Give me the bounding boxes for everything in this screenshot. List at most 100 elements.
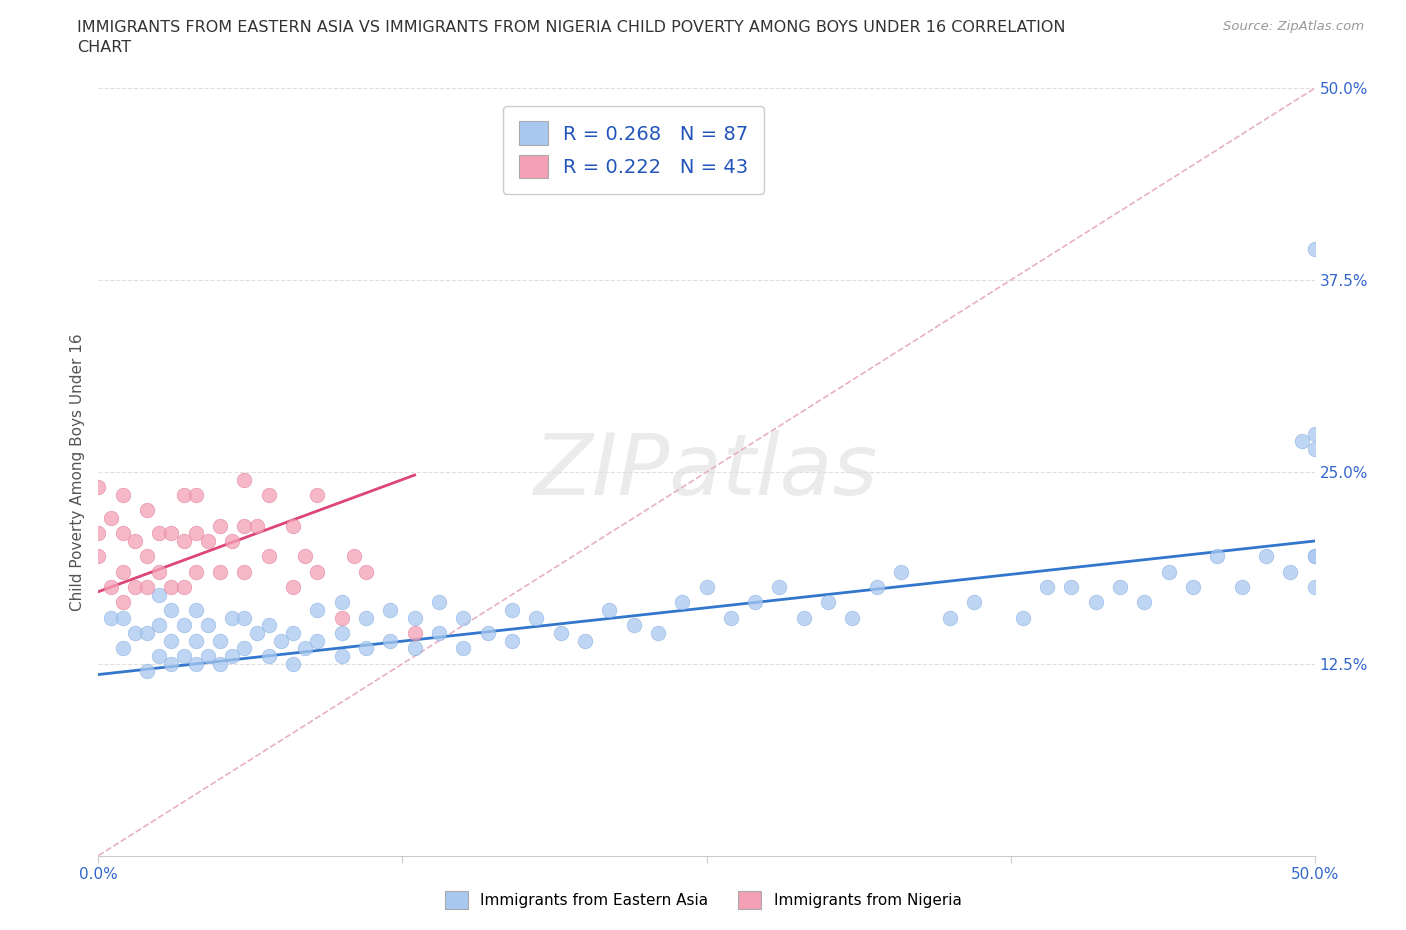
Point	[257, 618, 280, 633]
Point	[148, 618, 170, 633]
Point	[1303, 442, 1326, 457]
Point	[330, 610, 353, 625]
Point	[197, 649, 219, 664]
Point	[111, 595, 134, 610]
Point	[257, 549, 280, 564]
Point	[233, 641, 256, 656]
Point	[173, 579, 195, 594]
Point	[1303, 549, 1326, 564]
Point	[124, 626, 146, 641]
Point	[817, 595, 839, 610]
Point	[270, 633, 292, 648]
Point	[160, 526, 183, 541]
Point	[598, 603, 620, 618]
Point	[501, 603, 523, 618]
Point	[1254, 549, 1277, 564]
Point	[184, 487, 207, 502]
Point	[160, 657, 183, 671]
Point	[184, 657, 207, 671]
Point	[197, 534, 219, 549]
Point	[696, 579, 718, 594]
Point	[380, 603, 402, 618]
Point	[233, 472, 256, 487]
Point	[136, 579, 159, 594]
Point	[209, 518, 232, 533]
Point	[111, 641, 134, 656]
Point	[524, 610, 547, 625]
Point	[221, 649, 243, 664]
Point	[111, 526, 134, 541]
Point	[427, 595, 450, 610]
Point	[1206, 549, 1229, 564]
Legend: Immigrants from Eastern Asia, Immigrants from Nigeria: Immigrants from Eastern Asia, Immigrants…	[439, 885, 967, 915]
Point	[111, 610, 134, 625]
Point	[160, 579, 183, 594]
Point	[173, 618, 195, 633]
Point	[197, 618, 219, 633]
Text: CHART: CHART	[77, 40, 131, 55]
Point	[768, 579, 790, 594]
Point	[1109, 579, 1132, 594]
Point	[1084, 595, 1107, 610]
Point	[87, 549, 110, 564]
Point	[281, 518, 304, 533]
Point	[160, 603, 183, 618]
Point	[124, 534, 146, 549]
Point	[173, 534, 195, 549]
Point	[647, 626, 669, 641]
Point	[221, 610, 243, 625]
Point	[148, 649, 170, 664]
Point	[111, 565, 134, 579]
Point	[281, 579, 304, 594]
Point	[100, 579, 122, 594]
Point	[257, 487, 280, 502]
Point	[330, 649, 353, 664]
Point	[111, 487, 134, 502]
Point	[307, 487, 329, 502]
Text: ZIPatlas: ZIPatlas	[534, 431, 879, 513]
Point	[184, 633, 207, 648]
Point	[87, 480, 110, 495]
Point	[866, 579, 889, 594]
Point	[184, 526, 207, 541]
Point	[343, 549, 366, 564]
Y-axis label: Child Poverty Among Boys Under 16: Child Poverty Among Boys Under 16	[69, 333, 84, 611]
Point	[233, 565, 256, 579]
Point	[281, 626, 304, 641]
Point	[1230, 579, 1253, 594]
Text: Source: ZipAtlas.com: Source: ZipAtlas.com	[1223, 20, 1364, 33]
Point	[623, 618, 645, 633]
Point	[501, 633, 523, 648]
Point	[744, 595, 766, 610]
Point	[184, 565, 207, 579]
Point	[184, 603, 207, 618]
Point	[1303, 579, 1326, 594]
Point	[307, 633, 329, 648]
Point	[136, 626, 159, 641]
Point	[160, 633, 183, 648]
Point	[233, 610, 256, 625]
Point	[148, 588, 170, 603]
Point	[574, 633, 596, 648]
Point	[1279, 565, 1302, 579]
Point	[136, 549, 159, 564]
Point	[1182, 579, 1205, 594]
Point	[100, 511, 122, 525]
Point	[1303, 426, 1326, 441]
Point	[307, 565, 329, 579]
Point	[477, 626, 499, 641]
Point	[1303, 242, 1326, 257]
Point	[404, 641, 426, 656]
Point	[148, 526, 170, 541]
Point	[209, 633, 232, 648]
Point	[100, 610, 122, 625]
Point	[380, 633, 402, 648]
Point	[1036, 579, 1059, 594]
Point	[1303, 549, 1326, 564]
Point	[550, 626, 572, 641]
Legend: R = 0.268   N = 87, R = 0.222   N = 43: R = 0.268 N = 87, R = 0.222 N = 43	[503, 106, 763, 194]
Point	[354, 565, 377, 579]
Point	[245, 626, 267, 641]
Point	[404, 610, 426, 625]
Point	[453, 610, 475, 625]
